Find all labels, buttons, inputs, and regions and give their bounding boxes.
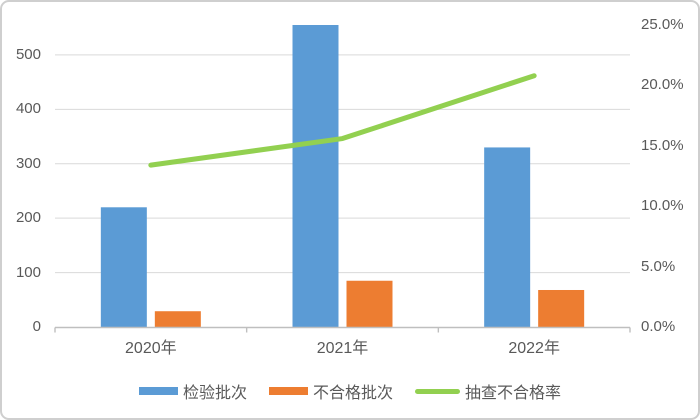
x-axis-category-label-2022年: 2022年 <box>508 340 560 357</box>
legend-label-failed-batches: 不合格批次 <box>312 385 393 402</box>
bar-不合格批次-2021年 <box>346 280 393 327</box>
left-axis-tick-label-500: 500 <box>15 45 41 63</box>
right-axis-tick-label-10.0%: 10.0% <box>641 197 684 215</box>
left-axis-tick-label-100: 100 <box>15 263 41 281</box>
right-axis-tick-label-20.0%: 20.0% <box>641 76 684 94</box>
legend-label-failure-rate: 抽查不合格率 <box>465 385 562 402</box>
left-axis-tick-label-200: 200 <box>15 209 41 227</box>
green-line-swatch-icon <box>415 388 460 394</box>
legend-item-inspection-batches: 检验批次 <box>138 379 247 403</box>
bar-检验批次-2022年 <box>484 147 531 327</box>
right-axis-tick-label-25.0%: 25.0% <box>641 16 684 33</box>
bar-不合格批次-2022年 <box>538 289 585 327</box>
bar-不合格批次-2020年 <box>154 311 201 327</box>
right-axis-tick-label-5.0%: 5.0% <box>641 257 676 275</box>
legend-item-failed-batches: 不合格批次 <box>268 379 393 403</box>
bar-检验批次-2020年 <box>100 207 147 327</box>
left-axis-tick-label-0: 0 <box>32 318 41 335</box>
legend: 检验批次 不合格批次 抽查不合格率 <box>2 379 698 403</box>
right-axis-tick-label-0.0%: 0.0% <box>641 318 676 335</box>
blue-bar-swatch-icon <box>138 387 178 395</box>
bar-检验批次-2021年 <box>292 25 339 327</box>
legend-label-inspection-batches: 检验批次 <box>182 385 247 402</box>
left-axis-tick-label-400: 400 <box>15 100 41 118</box>
x-axis-category-label-2021年: 2021年 <box>316 340 369 357</box>
orange-bar-swatch-icon <box>268 387 308 395</box>
legend-item-failure-rate: 抽查不合格率 <box>415 379 561 403</box>
x-axis-category-label-2020年: 2020年 <box>125 340 177 357</box>
left-axis-tick-label-300: 300 <box>15 154 41 172</box>
failure-rate-line <box>148 73 537 168</box>
right-axis-tick-label-15.0%: 15.0% <box>641 136 684 154</box>
